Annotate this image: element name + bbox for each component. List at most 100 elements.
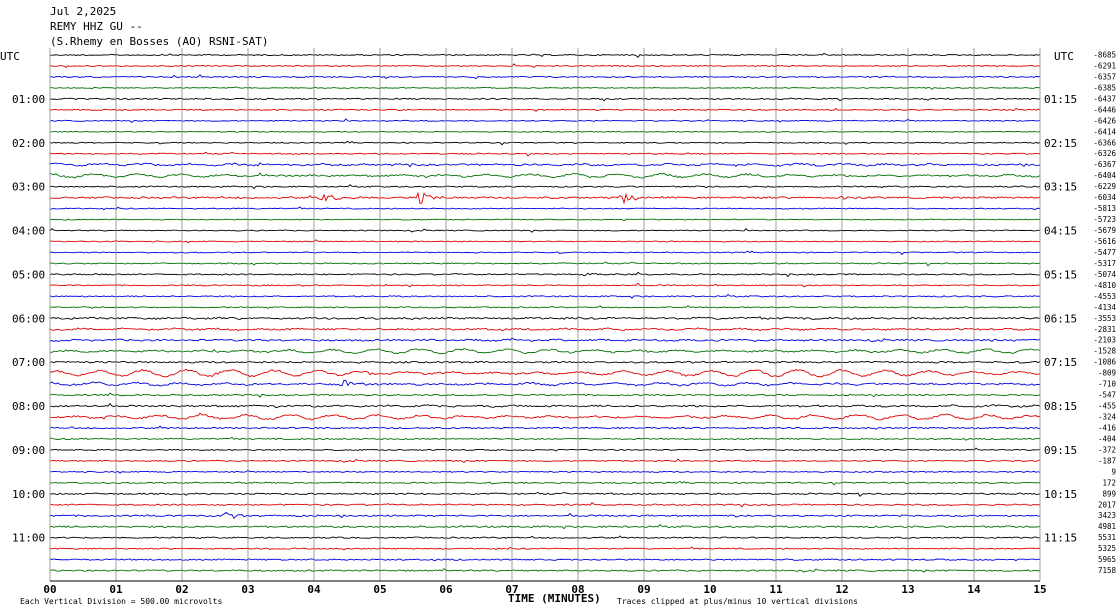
offset-label: -324 — [1098, 413, 1117, 422]
offset-label: -6385 — [1093, 83, 1116, 92]
x-axis-label: TIME (MINUTES) — [508, 592, 601, 605]
offset-label: 2017 — [1098, 500, 1116, 509]
trace-row-0 — [49, 52, 1041, 58]
right-time-label: 03:15 — [1044, 181, 1077, 194]
offset-label: -4553 — [1093, 292, 1116, 301]
offset-label: 3423 — [1098, 511, 1116, 520]
x-tick-label: 11 — [769, 583, 783, 596]
offset-label: -1086 — [1093, 358, 1116, 367]
x-tick-label: 14 — [967, 583, 981, 596]
x-tick-label: 00 — [43, 583, 56, 596]
offset-label: -6291 — [1093, 61, 1116, 70]
right-utc-label: UTC — [1054, 50, 1074, 63]
trace-row-5 — [49, 107, 1041, 112]
right-time-label: 09:15 — [1044, 444, 1077, 457]
right-time-label: 02:15 — [1044, 137, 1077, 150]
trace-row-47 — [49, 568, 1041, 573]
offset-label: 4981 — [1098, 522, 1116, 531]
trace-row-12 — [49, 184, 1041, 190]
left-time-label: 10:00 — [12, 488, 45, 501]
trace-row-16 — [49, 227, 1040, 233]
offset-label: -6404 — [1093, 171, 1116, 180]
right-time-label: 11:15 — [1044, 532, 1077, 545]
trace-row-44 — [49, 535, 1041, 540]
offset-label: -3553 — [1093, 314, 1116, 323]
trace-row-1 — [49, 63, 1041, 69]
x-tick-label: 03 — [241, 583, 254, 596]
offset-label: 899 — [1102, 489, 1116, 498]
offset-label: -6426 — [1093, 116, 1116, 125]
trace-row-11 — [49, 172, 1041, 179]
trace-row-31 — [49, 392, 1041, 398]
x-tick-label: 02 — [175, 583, 188, 596]
left-time-label: 05:00 — [12, 268, 45, 281]
offset-label: -5723 — [1093, 215, 1116, 224]
trace-row-23 — [49, 305, 1041, 309]
left-time-label: 07:00 — [12, 356, 45, 369]
trace-group — [49, 52, 1041, 573]
trace-row-41 — [49, 502, 1041, 508]
right-time-label: 05:15 — [1044, 268, 1077, 281]
offset-label: -710 — [1098, 380, 1117, 389]
offset-label: 5325 — [1098, 544, 1116, 553]
right-time-label: 07:15 — [1044, 356, 1077, 369]
offset-label: -372 — [1098, 445, 1116, 454]
offset-label: -547 — [1098, 391, 1116, 400]
offset-label: -416 — [1098, 423, 1117, 432]
offset-label: 5531 — [1098, 533, 1116, 542]
trace-row-9 — [49, 151, 1041, 157]
offset-label: -2103 — [1093, 336, 1116, 345]
station-code: REMY HHZ GU -- — [50, 20, 143, 33]
trace-row-19 — [49, 261, 1041, 267]
left-time-label: 11:00 — [12, 532, 45, 545]
trace-row-26 — [49, 337, 1041, 343]
trace-row-28 — [49, 360, 1041, 364]
trace-row-21 — [49, 282, 1041, 288]
offset-label: -5074 — [1093, 270, 1116, 279]
offset-label: -2831 — [1093, 325, 1116, 334]
right-time-label: 04:15 — [1044, 225, 1077, 238]
trace-row-45 — [49, 546, 1041, 551]
trace-row-20 — [49, 271, 1041, 278]
plot-date: Jul 2,2025 — [50, 5, 117, 18]
x-tick-label: 01 — [109, 583, 123, 596]
offset-label: -809 — [1098, 369, 1116, 378]
trace-row-30 — [49, 379, 1041, 387]
right-time-label: 01:15 — [1044, 93, 1077, 106]
left-time-label: 08:00 — [12, 400, 45, 413]
offset-label: 5965 — [1098, 555, 1116, 564]
offset-label: -6446 — [1093, 105, 1116, 114]
offset-label: -6437 — [1093, 94, 1116, 103]
offset-label: -455 — [1098, 402, 1116, 411]
left-time-label: 02:00 — [12, 137, 45, 150]
x-tick-label: 08 — [571, 583, 584, 596]
trace-row-4 — [49, 97, 1041, 102]
clip-note: Traces clipped at plus/minus 10 vertical… — [617, 597, 858, 606]
trace-row-17 — [49, 239, 1041, 244]
offset-label: -6414 — [1093, 127, 1116, 136]
left-time-label: 09:00 — [12, 444, 45, 457]
left-time-label: 01:00 — [12, 93, 45, 106]
x-tick-label: 04 — [307, 583, 321, 596]
right-time-label: 06:15 — [1044, 312, 1077, 325]
offset-label: -5477 — [1093, 248, 1116, 257]
trace-row-15 — [49, 218, 1041, 222]
offset-label: -1528 — [1093, 347, 1116, 356]
trace-row-10 — [49, 162, 1041, 168]
trace-row-37 — [49, 458, 1041, 464]
right-time-label: 10:15 — [1044, 488, 1077, 501]
trace-row-36 — [49, 447, 1041, 452]
trace-row-38 — [49, 469, 1041, 474]
x-tick-label: 10 — [703, 583, 716, 596]
trace-row-32 — [49, 403, 1041, 409]
label-group: 00 01 02 03 04 05 06 07 08 09 10 11 12 13 14 15 01:00 02:… — [12, 51, 1116, 597]
trace-row-25 — [49, 327, 1041, 332]
x-tick-label: 06 — [439, 583, 453, 596]
offset-label: 172 — [1102, 478, 1116, 487]
offset-label: -5813 — [1093, 204, 1116, 213]
offset-label: -5679 — [1093, 226, 1116, 235]
offset-label: -6326 — [1093, 149, 1116, 158]
offset-label: -5616 — [1093, 237, 1116, 246]
offset-label: -187 — [1098, 456, 1116, 465]
